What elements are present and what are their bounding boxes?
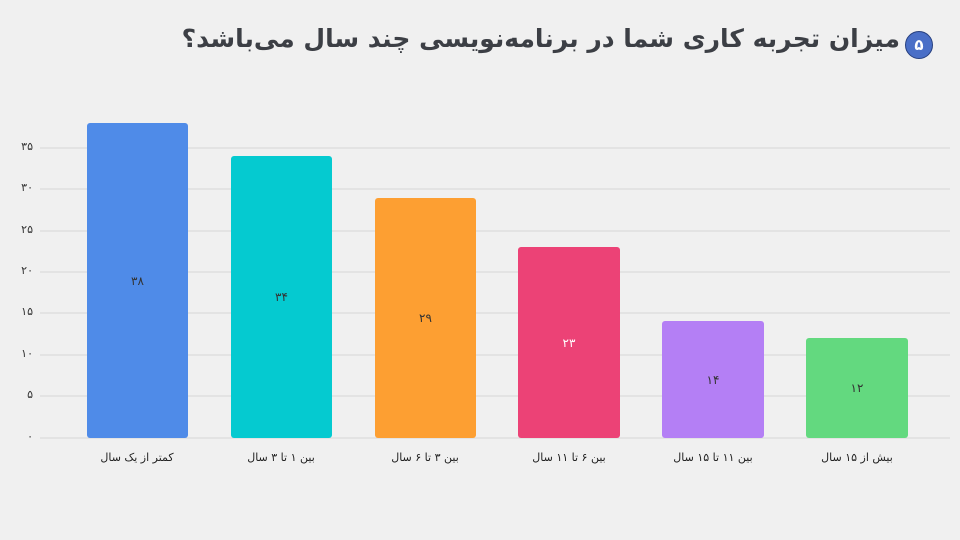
y-tick-label: ۰: [27, 430, 33, 443]
y-tick-label: ۱۰: [21, 347, 33, 360]
gridline: [40, 230, 950, 232]
y-tick-label: ۵: [27, 388, 33, 401]
bar-1-to-3-years[interactable]: ۳۴: [231, 156, 332, 438]
bar-value-label: ۳۴: [275, 290, 288, 304]
bar-3-to-6-years[interactable]: ۲۹: [375, 198, 476, 438]
x-axis-label: بین ۱ تا ۳ سال: [247, 451, 315, 464]
bar-value-label: ۲۳: [562, 335, 576, 350]
bar-less-than-1-year[interactable]: ۳۸: [87, 123, 188, 438]
bar-value-label: ۱۲: [850, 381, 864, 395]
bar-value-label: ۳۸: [131, 273, 144, 288]
x-axis-label: بین ۳ تا ۶ سال: [391, 451, 459, 464]
y-tick-label: ۳۰: [21, 181, 33, 194]
y-tick-label: ۲۰: [21, 264, 33, 277]
y-tick-label: ۲۵: [21, 223, 33, 236]
bar-value-label: ۲۹: [419, 311, 432, 325]
chart-title: میزان تجربه کاری شما در برنامه‌نویسی چند…: [181, 24, 900, 53]
y-tick-label: ۳۵: [21, 140, 33, 153]
x-axis-label: بین ۱۱ تا ۱۵ سال: [673, 451, 753, 464]
gridline: [40, 437, 950, 439]
gridline: [40, 395, 950, 397]
x-axis-label: کمتر از یک سال: [100, 451, 174, 464]
x-axis-label: بیش از ۱۵ سال: [821, 451, 893, 464]
gridline: [40, 188, 950, 190]
question-number-badge: ۵: [905, 31, 933, 59]
bar-11-to-15-years[interactable]: ۱۴: [662, 321, 764, 438]
bar-more-than-15-years[interactable]: ۱۲: [806, 338, 908, 438]
gridline: [40, 271, 950, 273]
y-tick-label: ۱۵: [21, 305, 33, 318]
gridline: [40, 312, 950, 314]
bar-6-to-11-years[interactable]: ۲۳: [518, 247, 620, 438]
gridline: [40, 354, 950, 356]
bar-value-label: ۱۴: [706, 372, 720, 387]
x-axis-label: بین ۶ تا ۱۱ سال: [532, 451, 606, 464]
gridline: [40, 147, 950, 149]
